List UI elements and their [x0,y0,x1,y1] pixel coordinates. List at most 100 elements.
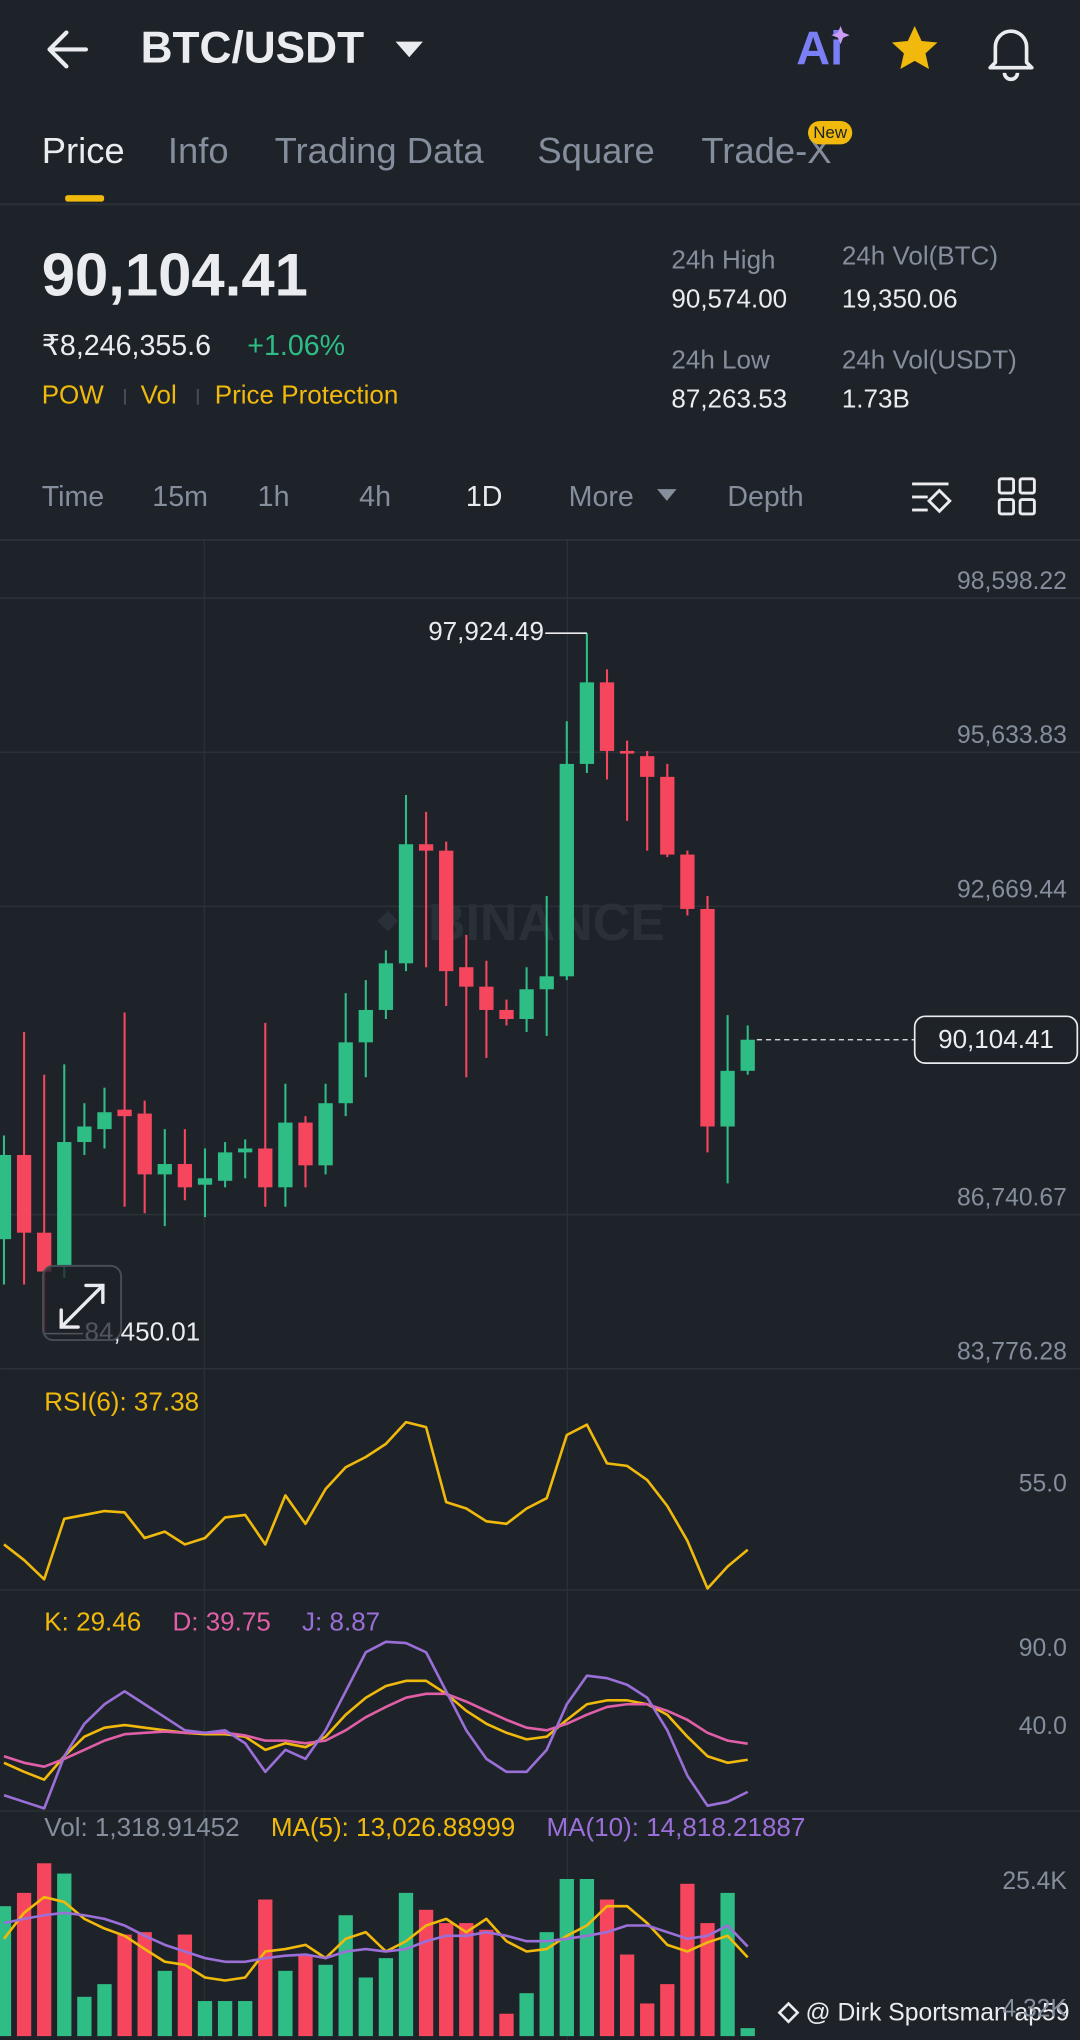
volume-bar [177,1934,193,2037]
volume-bar [640,2003,655,2037]
tab[interactable]: Info [168,130,229,171]
interval[interactable]: 15m [152,481,208,513]
watermark-logo [377,910,399,932]
legend-entry: Vol: 1,318.91452 [44,1812,239,1842]
interval[interactable]: 1h [258,481,290,513]
credit-logo [777,2001,800,2024]
legend-entry: K: 29.46 [44,1607,141,1637]
y-tick-label: 55.0 [1019,1471,1067,1498]
y-tick-label: 92,669.44 [957,876,1067,903]
candle-body [177,1164,193,1188]
interval[interactable]: More [569,481,634,513]
candle-body [197,1178,213,1185]
new-badge-text: New [813,123,848,142]
candle-body [499,1009,514,1019]
indicator-line [3,1420,749,1590]
volume-bar [0,1906,12,2037]
y-tick-label: 98,598.22 [957,568,1067,595]
pair-title[interactable]: BTC/USDT [141,23,365,72]
volume-bar [37,1863,52,2037]
volume-bar [57,1873,72,2037]
candle-body [559,763,574,977]
last-price: 90,104.41 [42,242,308,309]
candle-body [358,1009,373,1043]
candle-body [700,908,715,1127]
candle-body [77,1126,92,1143]
stat-value: 19,350.06 [842,283,958,313]
volume-bar [97,1984,112,2037]
tab-indicator [65,195,105,202]
candle-body [579,682,595,764]
candle-body [97,1112,112,1130]
ai-button[interactable]: Ai [796,22,843,74]
candle-body [278,1122,293,1188]
candle-body [418,844,434,851]
volume-bar [137,1932,152,2037]
indicator-line [3,1692,748,1768]
tab[interactable]: Trading Data [275,130,485,171]
tag[interactable]: Price Protection [215,380,399,410]
back-button[interactable] [47,30,89,69]
volume-bar [559,1878,574,2037]
candle-body [57,1142,72,1266]
volume-bar [519,1993,534,2037]
volume-bar [258,1899,273,2037]
pair-dropdown[interactable] [395,41,423,58]
indicator-line [3,1640,749,1810]
candle-body [117,1109,132,1117]
interval[interactable]: Depth [727,481,803,513]
more-caret [657,489,677,501]
indicator-line [3,1679,748,1781]
legend-entry: MA(5): 13,026.88999 [271,1812,515,1842]
layout-toggle[interactable] [997,477,1036,516]
candle-body [318,1103,333,1166]
last-price-box [913,1015,1079,1064]
candle-body [720,1070,735,1127]
candle-body [680,854,695,909]
tag[interactable]: POW [42,380,105,410]
tab-active[interactable]: Price [42,130,125,171]
candle-body [217,1152,233,1181]
volume-bar [439,1923,454,2037]
volume-bar [459,1923,474,2037]
interval[interactable]: Time [42,481,105,513]
candle-body [0,1154,12,1240]
y-tick-label: 90.0 [1019,1635,1067,1662]
indicator-settings[interactable] [912,482,952,514]
tab[interactable]: Square [537,130,654,171]
interval-active[interactable]: 1D [466,481,503,513]
volume-bar [619,1954,635,2037]
legend-entry: D: 39.75 [172,1607,270,1637]
candle-body [338,1042,353,1104]
last-price-label: 90,104.41 [938,1024,1054,1054]
volume-bar [77,1996,92,2037]
legend-entry: RSI(6): 37.38 [44,1387,199,1417]
candle-body [137,1113,152,1175]
tag[interactable]: Vol [141,380,177,410]
y-tick-label: 25.4K [1002,1868,1067,1895]
candle-body [479,986,494,1010]
volume-bar [157,1970,172,2037]
stat-value: 90,574.00 [671,283,787,313]
alert-bell[interactable] [988,29,1034,82]
volume-bar [197,2001,213,2037]
candle-body [740,1039,755,1071]
candle-body [539,976,554,990]
expand-button[interactable] [42,1264,123,1342]
interval[interactable]: 4h [359,481,391,513]
volume-bar [358,1977,373,2037]
volume-bar [318,1964,333,2037]
candle-body [439,850,454,972]
favorite-star[interactable] [891,26,938,69]
volume-bar [599,1899,615,2037]
stat-value: 87,263.53 [671,384,787,414]
volume-bar [479,1929,494,2037]
candle-body [599,682,615,751]
high-label: 97,924.49 [428,616,544,646]
y-tick-label: 86,740.67 [957,1184,1067,1211]
volume-bar [700,1923,715,2037]
candle-body [640,756,655,777]
candle-body [16,1154,32,1233]
